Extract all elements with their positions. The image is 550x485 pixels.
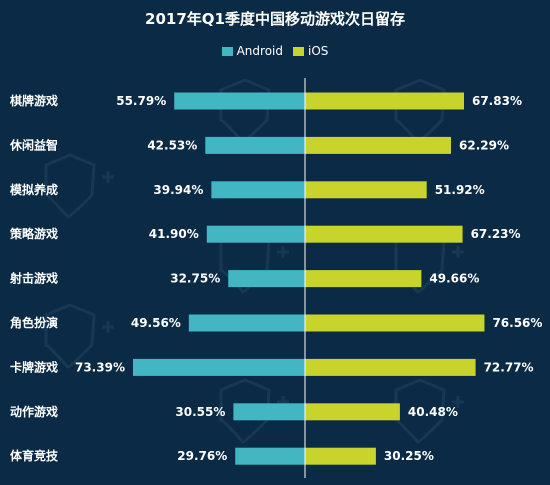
bar-android[interactable] bbox=[205, 136, 305, 154]
data-label-android: 42.53% bbox=[147, 138, 197, 152]
legend: Android iOS bbox=[0, 44, 550, 58]
bar-ios[interactable] bbox=[305, 225, 463, 243]
bar-ios[interactable] bbox=[305, 403, 400, 421]
data-label-android: 39.94% bbox=[153, 183, 203, 197]
watermark-plus bbox=[102, 171, 114, 183]
watermark-shield bbox=[44, 153, 96, 219]
bar-ios[interactable] bbox=[305, 314, 485, 332]
data-label-ios: 72.77% bbox=[484, 360, 534, 374]
category-label: 休闲益智 bbox=[9, 137, 58, 152]
data-label-ios: 49.66% bbox=[429, 272, 479, 286]
legend-item-android[interactable]: Android bbox=[221, 44, 283, 58]
bar-ios[interactable] bbox=[305, 270, 422, 288]
legend-item-ios[interactable]: iOS bbox=[293, 44, 328, 58]
bar-ios[interactable] bbox=[305, 181, 427, 199]
watermark-shield bbox=[219, 378, 271, 444]
data-label-android: 30.55% bbox=[175, 405, 225, 419]
legend-label-ios: iOS bbox=[308, 44, 329, 58]
bar-ios[interactable] bbox=[305, 92, 464, 110]
data-label-android: 55.79% bbox=[116, 94, 166, 108]
bar-android[interactable] bbox=[235, 447, 305, 465]
data-label-android: 49.56% bbox=[131, 316, 181, 330]
chart-title: 2017年Q1季度中国移动游戏次日留存 bbox=[145, 10, 405, 28]
category-label: 策略游戏 bbox=[10, 226, 58, 241]
data-label-ios: 62.29% bbox=[459, 138, 509, 152]
watermark-shield bbox=[219, 78, 271, 144]
category-label: 模拟养成 bbox=[10, 182, 58, 197]
category-label: 射击游戏 bbox=[9, 271, 58, 286]
data-label-android: 73.39% bbox=[75, 360, 125, 374]
bar-android[interactable] bbox=[132, 358, 305, 376]
watermark-plus bbox=[102, 321, 114, 333]
data-label-ios: 40.48% bbox=[408, 405, 458, 419]
bar-android[interactable] bbox=[233, 403, 305, 421]
category-label: 角色扮演 bbox=[10, 315, 58, 330]
legend-label-android: Android bbox=[236, 44, 283, 58]
category-label: 卡牌游戏 bbox=[10, 359, 58, 374]
data-label-ios: 30.25% bbox=[384, 449, 434, 463]
bar-android[interactable] bbox=[188, 314, 305, 332]
bar-android[interactable] bbox=[174, 92, 305, 110]
bar-ios[interactable] bbox=[305, 447, 376, 465]
bar-ios[interactable] bbox=[305, 136, 452, 154]
bar-android[interactable] bbox=[228, 270, 305, 288]
data-label-android: 41.90% bbox=[149, 227, 199, 241]
watermark-plus bbox=[452, 246, 464, 258]
legend-swatch-android bbox=[221, 46, 233, 56]
bar-android[interactable] bbox=[211, 181, 305, 199]
watermark-shield bbox=[394, 78, 446, 144]
data-label-ios: 51.92% bbox=[435, 183, 485, 197]
category-label: 动作游戏 bbox=[10, 404, 58, 419]
watermark-plus bbox=[452, 396, 464, 408]
data-label-ios: 76.56% bbox=[492, 316, 542, 330]
data-label-ios: 67.23% bbox=[471, 227, 521, 241]
data-label-android: 29.76% bbox=[177, 449, 227, 463]
data-label-ios: 67.83% bbox=[472, 94, 522, 108]
category-label: 棋牌游戏 bbox=[10, 93, 58, 108]
watermark-shield bbox=[394, 378, 446, 444]
bars-group: 棋牌游戏 55.79% 67.83% 休闲益智 42.53% 62.29% 模拟养成 39.9… bbox=[9, 92, 542, 465]
watermark-shield bbox=[44, 303, 96, 369]
bar-ios[interactable] bbox=[305, 358, 476, 376]
legend-swatch-ios bbox=[293, 46, 304, 56]
bar-android[interactable] bbox=[206, 225, 305, 243]
data-label-android: 32.75% bbox=[170, 272, 220, 286]
watermark-group bbox=[44, 78, 464, 444]
category-label: 体育竞技 bbox=[10, 448, 59, 463]
watermark-plus bbox=[277, 246, 289, 258]
